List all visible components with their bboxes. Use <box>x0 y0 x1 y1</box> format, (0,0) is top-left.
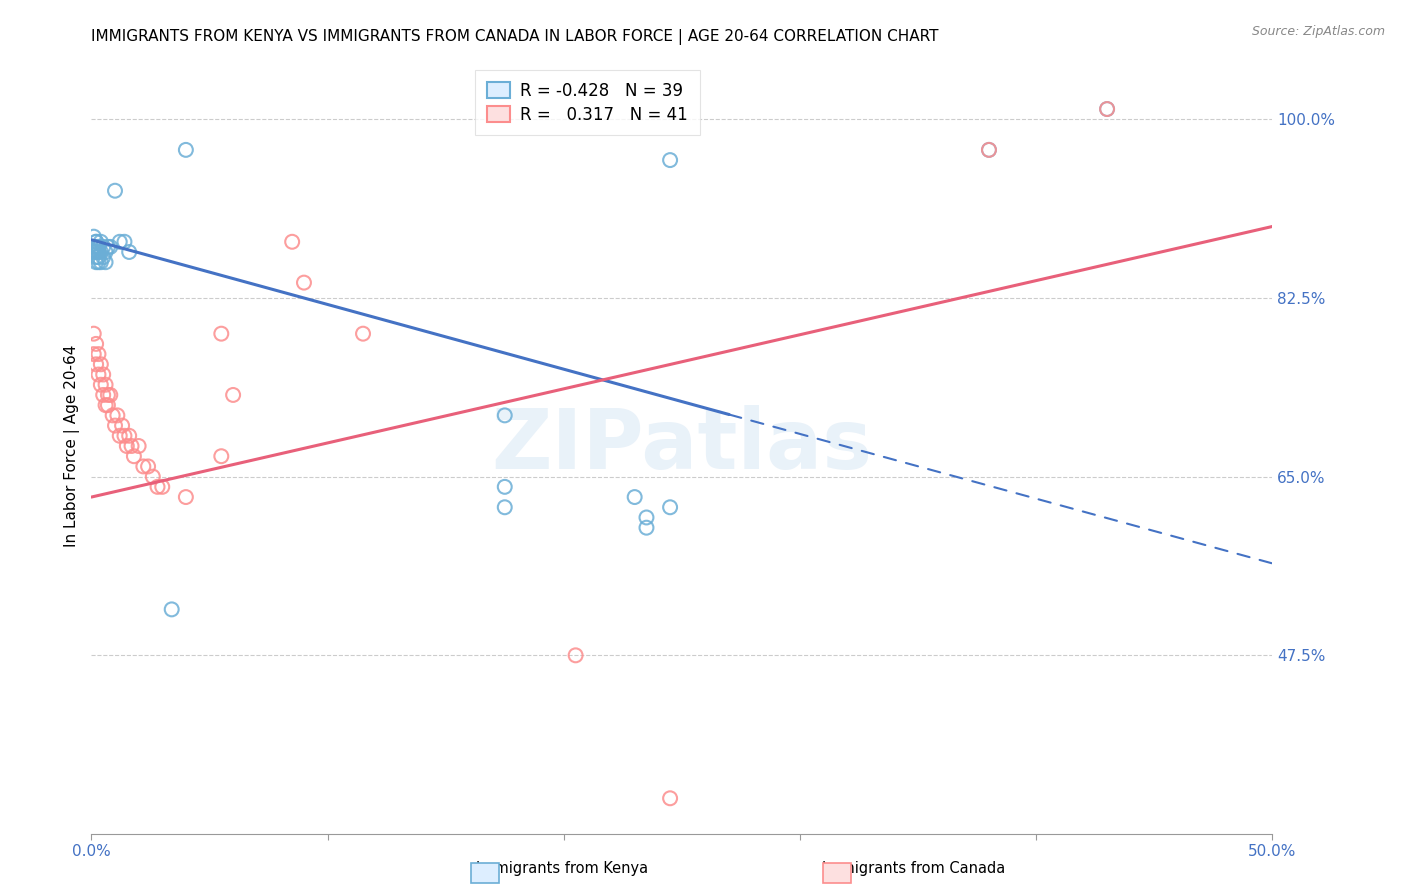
Point <box>84 337 107 351</box>
Point <box>90 255 112 269</box>
Text: IMMIGRANTS FROM KENYA VS IMMIGRANTS FROM CANADA IN LABOR FORCE | AGE 20-64 CORRE: IMMIGRANTS FROM KENYA VS IMMIGRANTS FROM… <box>91 29 939 45</box>
Point <box>564 648 586 663</box>
Point <box>97 240 120 254</box>
Point <box>87 250 110 264</box>
Point <box>292 276 315 290</box>
Text: Immigrants from Canada: Immigrants from Canada <box>823 861 1005 876</box>
Point <box>150 480 173 494</box>
Y-axis label: In Labor Force | Age 20-64: In Labor Force | Age 20-64 <box>65 345 80 547</box>
Point <box>87 368 110 382</box>
Text: Immigrants from Kenya: Immigrants from Kenya <box>477 861 648 876</box>
Point <box>97 398 120 412</box>
Point <box>87 240 110 254</box>
Point <box>98 240 121 254</box>
Point <box>352 326 374 341</box>
Legend: R = -0.428   N = 39, R =   0.317   N = 41: R = -0.428 N = 39, R = 0.317 N = 41 <box>475 70 700 136</box>
Text: ZIPatlas: ZIPatlas <box>492 406 872 486</box>
Text: Source: ZipAtlas.com: Source: ZipAtlas.com <box>1251 25 1385 38</box>
Point <box>83 326 105 341</box>
Point <box>104 418 127 433</box>
Point <box>105 409 128 423</box>
Point <box>98 388 121 402</box>
Point <box>87 347 110 361</box>
Point <box>87 244 110 259</box>
Point <box>90 357 112 371</box>
Point <box>90 244 112 259</box>
Point <box>84 255 107 269</box>
Point <box>83 347 105 361</box>
Point <box>122 449 145 463</box>
Point <box>90 377 112 392</box>
Point <box>114 235 136 249</box>
Point <box>659 500 682 515</box>
Point <box>115 439 138 453</box>
Point <box>84 250 107 264</box>
Point <box>132 459 155 474</box>
Point <box>84 244 107 259</box>
Point <box>104 184 127 198</box>
Point <box>136 459 159 474</box>
Point <box>94 398 117 412</box>
Point <box>623 490 645 504</box>
Point <box>94 244 117 259</box>
Point <box>108 235 131 249</box>
Point <box>977 143 1000 157</box>
Point <box>636 510 658 524</box>
Point <box>118 429 141 443</box>
Point <box>94 255 117 269</box>
Point <box>87 255 110 269</box>
Point <box>118 244 141 259</box>
Point <box>91 250 114 264</box>
Point <box>174 143 197 157</box>
Point <box>1095 102 1118 116</box>
Point <box>97 388 120 402</box>
Point <box>90 235 112 249</box>
Point <box>83 244 105 259</box>
Point <box>659 791 682 805</box>
Point <box>174 490 197 504</box>
Point <box>209 449 232 463</box>
Point <box>84 240 107 254</box>
Point <box>128 439 150 453</box>
Point <box>494 480 516 494</box>
Point <box>636 521 658 535</box>
Point <box>111 418 134 433</box>
Point <box>84 235 107 249</box>
Point <box>94 377 117 392</box>
Point <box>977 143 1000 157</box>
Point <box>83 240 105 254</box>
Point <box>222 388 245 402</box>
Point <box>142 469 165 483</box>
Point <box>91 368 114 382</box>
Point <box>494 409 516 423</box>
Point <box>84 357 107 371</box>
Point <box>209 326 232 341</box>
Point <box>101 409 124 423</box>
Point <box>281 235 304 249</box>
Point <box>83 229 105 244</box>
Point <box>146 480 169 494</box>
Point <box>160 602 183 616</box>
Point <box>84 235 107 249</box>
Point <box>108 429 131 443</box>
Point <box>494 500 516 515</box>
Point <box>1095 102 1118 116</box>
Point <box>91 388 114 402</box>
Point <box>114 429 136 443</box>
Point <box>91 240 114 254</box>
Point <box>87 240 110 254</box>
Point <box>659 153 682 167</box>
Point <box>121 439 143 453</box>
